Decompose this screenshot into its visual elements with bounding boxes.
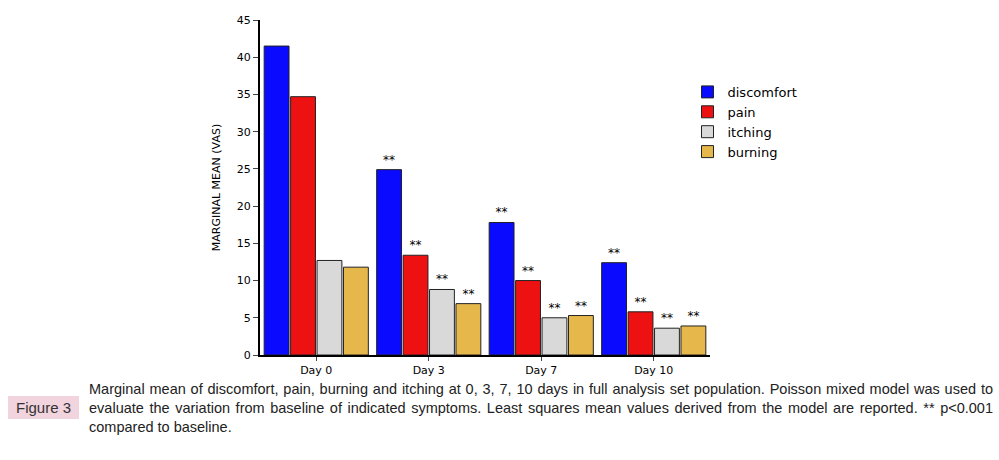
svg-text:10: 10 bbox=[237, 274, 251, 287]
svg-text:pain: pain bbox=[728, 105, 756, 120]
svg-text:Day 3: Day 3 bbox=[413, 364, 445, 377]
svg-text:discomfort: discomfort bbox=[728, 85, 797, 100]
svg-text:30: 30 bbox=[237, 126, 251, 139]
svg-text:15: 15 bbox=[237, 237, 251, 250]
svg-text:**: ** bbox=[575, 299, 587, 313]
svg-text:25: 25 bbox=[237, 163, 251, 176]
svg-text:**: ** bbox=[462, 287, 474, 301]
svg-text:**: ** bbox=[496, 205, 508, 219]
svg-text:Day 10: Day 10 bbox=[634, 364, 673, 377]
svg-text:35: 35 bbox=[237, 88, 251, 101]
svg-text:Day 7: Day 7 bbox=[525, 364, 557, 377]
svg-text:**: ** bbox=[608, 246, 620, 260]
svg-text:itching: itching bbox=[728, 125, 772, 140]
svg-text:Day 0: Day 0 bbox=[300, 364, 332, 377]
html-text:Figure 3: Figure 3 bbox=[16, 399, 71, 416]
svg-text:**: ** bbox=[383, 153, 395, 167]
svg-text:5: 5 bbox=[244, 312, 251, 325]
svg-text:**: ** bbox=[548, 301, 560, 315]
svg-text:MARGINAL MEAN (VAS): MARGINAL MEAN (VAS) bbox=[210, 124, 223, 251]
svg-text:**: ** bbox=[522, 264, 534, 278]
svg-text:45: 45 bbox=[237, 14, 251, 27]
svg-text:**: ** bbox=[635, 295, 647, 309]
html-text:Marginal mean of discomfort, p: Marginal mean of discomfort, pain, burni… bbox=[89, 381, 993, 435]
svg-text:**: ** bbox=[661, 311, 673, 325]
svg-text:40: 40 bbox=[237, 51, 251, 64]
svg-text:20: 20 bbox=[237, 200, 251, 213]
svg-text:**: ** bbox=[687, 309, 699, 323]
svg-text:0: 0 bbox=[244, 349, 251, 362]
svg-text:burning: burning bbox=[728, 145, 778, 160]
svg-text:**: ** bbox=[410, 238, 422, 252]
svg-text:**: ** bbox=[436, 272, 448, 286]
